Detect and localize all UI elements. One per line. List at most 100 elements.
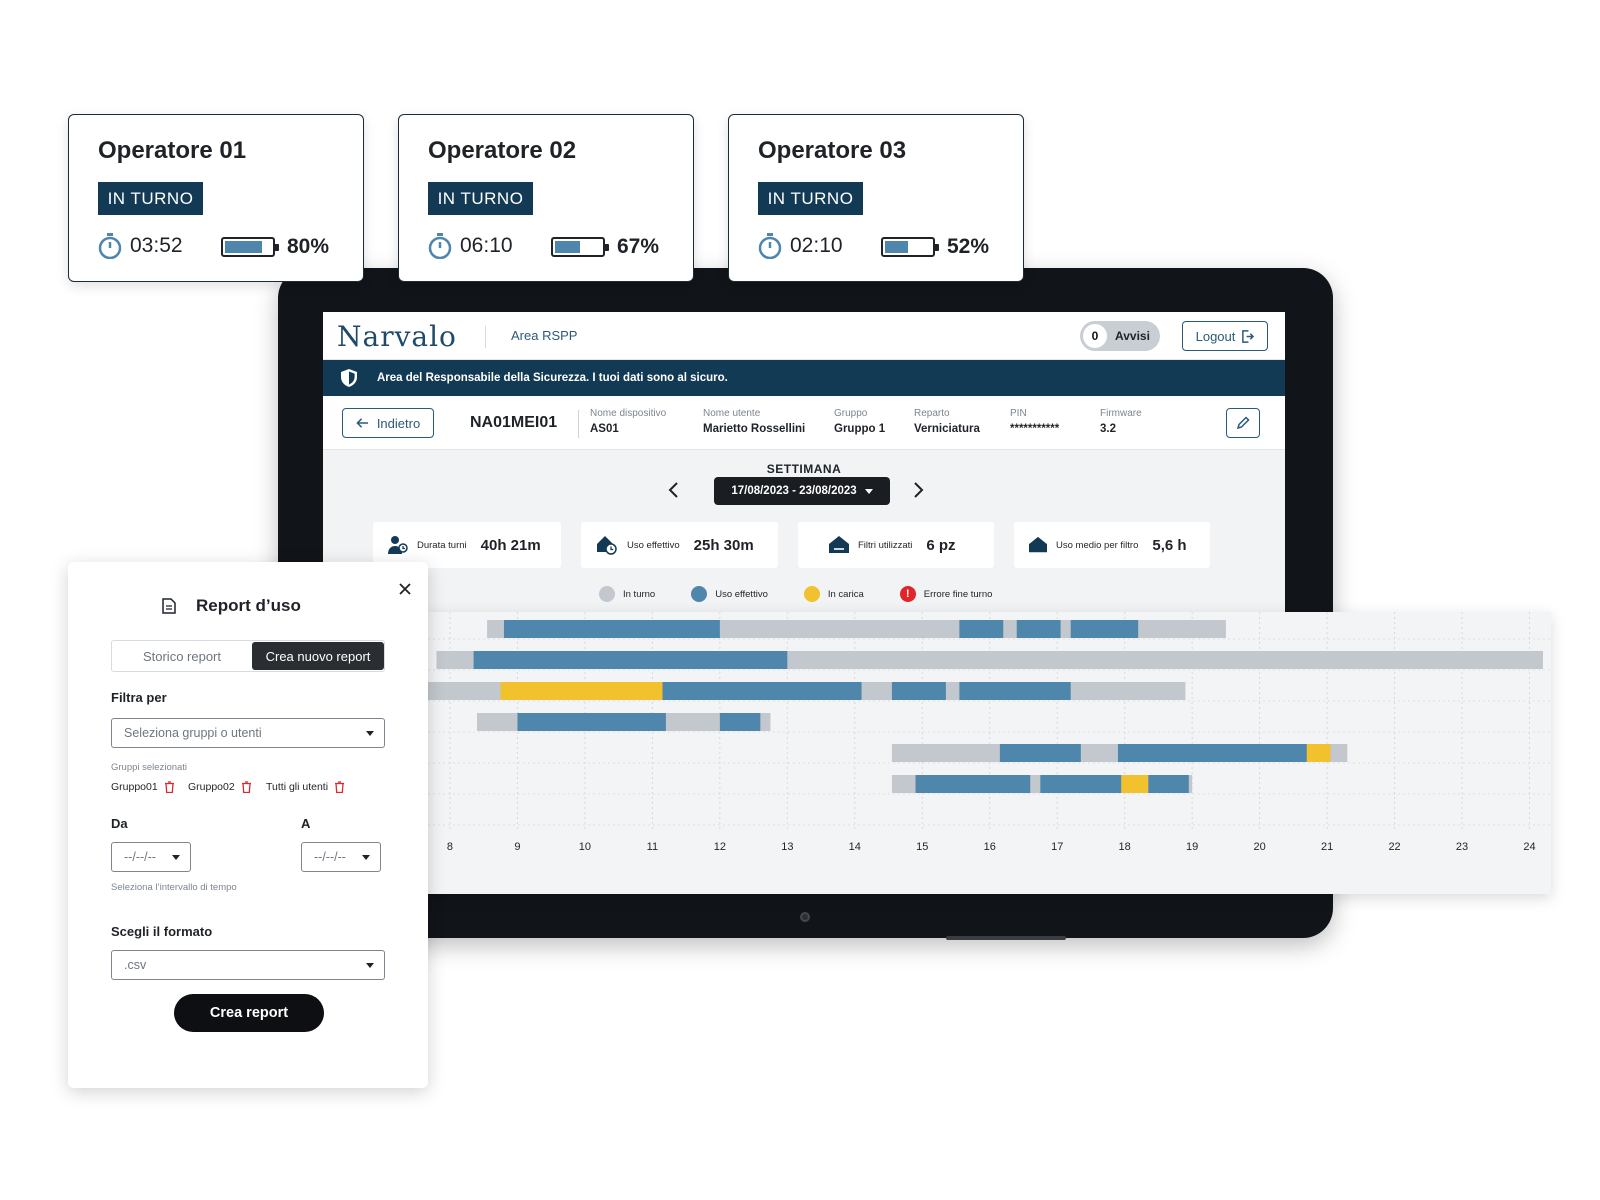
report-panel: Report d’uso Storico report Crea nuovo r… — [68, 562, 428, 1088]
timeline-bar-uso[interactable] — [473, 651, 788, 669]
logo-separator — [485, 326, 486, 348]
x-tick-label: 15 — [916, 841, 928, 853]
stopwatch-icon — [758, 233, 782, 259]
stat-filters-used: Filtri utilizzati 6 pz — [798, 522, 994, 568]
selected-groups-label: Gruppi selezionati — [111, 762, 188, 773]
alerts-label: Avvisi — [1115, 329, 1150, 343]
timeline-bar-uso[interactable] — [959, 620, 1004, 638]
timeline-bar-uso[interactable] — [891, 682, 946, 700]
timeline-bar-uso[interactable] — [1016, 620, 1061, 638]
field-value: Marietto Rossellini — [703, 423, 806, 435]
week-range-select[interactable]: 17/08/2023 - 23/08/2023 — [714, 477, 890, 505]
top-bar: Narvalo Area RSPP 0 Avvisi Logout — [323, 312, 1285, 360]
filter-clock-icon — [597, 536, 617, 555]
stat-label: Durata turni — [417, 539, 467, 551]
to-label: A — [301, 816, 311, 831]
timeline-bar-uso[interactable] — [1117, 744, 1307, 762]
alerts-button[interactable]: 0 Avvisi — [1080, 321, 1160, 351]
shield-icon — [341, 369, 357, 387]
report-tabs: Storico report Crea nuovo report — [111, 640, 385, 672]
stat-label: Uso effettivo — [627, 539, 680, 551]
operator-name: Operatore 01 — [98, 137, 247, 164]
stat-value: 6 pz — [926, 536, 956, 554]
back-button[interactable]: Indietro — [342, 408, 434, 438]
chevron-right-icon — [914, 482, 924, 498]
battery-percent: 52% — [947, 235, 990, 258]
operator-card-3[interactable]: Operatore 03 IN TURNO 02:10 52% — [728, 114, 1024, 282]
week-next-button[interactable] — [907, 478, 931, 502]
legend-dot — [803, 586, 820, 602]
chip-group: Gruppo02 — [188, 781, 252, 793]
area-title: Area RSPP — [511, 328, 578, 343]
stat-shift-duration: Durata turni 40h 21m — [373, 522, 561, 568]
stat-value: 25h 30m — [693, 536, 754, 554]
date-placeholder: --/--/-- — [124, 850, 156, 864]
format-select[interactable]: .csv — [111, 950, 385, 980]
timeline-bar-carica[interactable] — [1306, 744, 1331, 762]
stat-label: Uso medio per filtro — [1056, 539, 1139, 551]
timeline-bar-uso[interactable] — [999, 744, 1081, 762]
timeline-bar-uso[interactable] — [1070, 620, 1139, 638]
filter-label: Filtra per — [111, 690, 167, 705]
tablet-camera — [800, 912, 810, 922]
create-report-button[interactable]: Crea report — [174, 994, 324, 1032]
tab-new-report[interactable]: Crea nuovo report — [252, 642, 384, 670]
stopwatch-icon — [428, 233, 452, 259]
format-label: Scegli il formato — [111, 924, 213, 939]
tab-report-history[interactable]: Storico report — [142, 648, 222, 664]
timeline-bar-uso[interactable] — [959, 682, 1071, 700]
close-icon[interactable] — [394, 578, 416, 600]
timeline-bar-uso[interactable] — [662, 682, 862, 700]
stat-label: Filtri utilizzati — [858, 539, 913, 551]
x-tick-label: 18 — [1119, 841, 1131, 853]
from-label: Da — [111, 816, 128, 831]
from-date-input[interactable]: --/--/-- — [111, 842, 191, 872]
field-key: Nome utente — [703, 408, 761, 419]
pencil-icon — [1236, 416, 1250, 430]
device-separator — [578, 410, 579, 438]
timeline-bar-uso[interactable] — [1148, 775, 1189, 793]
field-group: Gruppo Gruppo 1 — [834, 408, 885, 435]
x-tick-label: 14 — [849, 841, 861, 853]
to-date-input[interactable]: --/--/-- — [301, 842, 381, 872]
timeline-bar-uso[interactable] — [719, 713, 761, 731]
timeline-bar-carica[interactable] — [500, 682, 663, 700]
worker-icon — [388, 536, 408, 554]
x-tick-label: 17 — [1051, 841, 1063, 853]
operator-timer: 02:10 — [758, 233, 843, 259]
week-prev-button[interactable] — [661, 478, 685, 502]
x-tick-label: 12 — [714, 841, 726, 853]
legend-item-errore: ! Errore fine turno — [899, 586, 992, 602]
group-user-select[interactable]: Seleziona gruppi o utenti — [111, 718, 385, 748]
caret-down-icon — [172, 855, 180, 860]
caret-down-icon — [366, 731, 374, 736]
legend-dot — [599, 586, 615, 602]
logout-button[interactable]: Logout — [1182, 321, 1268, 351]
x-tick-label: 23 — [1456, 841, 1468, 853]
chevron-left-icon — [668, 482, 678, 498]
legend-item-uso: Uso effettivo — [691, 586, 768, 602]
chart-legend: In turno Uso effettivo In carica ! Error… — [599, 586, 992, 602]
edit-button[interactable] — [1226, 408, 1260, 438]
stat-effective-use: Uso effettivo 25h 30m — [581, 522, 778, 568]
operator-time: 03:52 — [130, 234, 183, 257]
operator-name: Operatore 03 — [758, 137, 907, 164]
trash-icon[interactable] — [164, 781, 175, 793]
field-key: Gruppo — [834, 408, 868, 419]
timeline-bar-uso[interactable] — [915, 775, 1031, 793]
operator-time: 02:10 — [790, 234, 843, 257]
timeline-bar-uso[interactable] — [503, 620, 720, 638]
trash-icon[interactable] — [334, 781, 345, 793]
timeline-bar-carica[interactable] — [1121, 775, 1149, 793]
select-placeholder: Seleziona gruppi o utenti — [124, 726, 262, 740]
trash-icon[interactable] — [241, 781, 252, 793]
stat-value: 5,6 h — [1152, 536, 1187, 554]
x-tick-label: 22 — [1388, 841, 1400, 853]
timeline-bar-uso[interactable] — [1040, 775, 1122, 793]
operator-card-2[interactable]: Operatore 02 IN TURNO 06:10 67% — [398, 114, 694, 282]
timeline-bar-uso[interactable] — [517, 713, 666, 731]
interval-hint: Seleziona l’intervallo di tempo — [111, 882, 237, 893]
app-logo[interactable]: Narvalo — [337, 320, 457, 353]
operator-card-1[interactable]: Operatore 01 IN TURNO 03:52 80% — [68, 114, 364, 282]
battery-icon — [881, 237, 939, 257]
